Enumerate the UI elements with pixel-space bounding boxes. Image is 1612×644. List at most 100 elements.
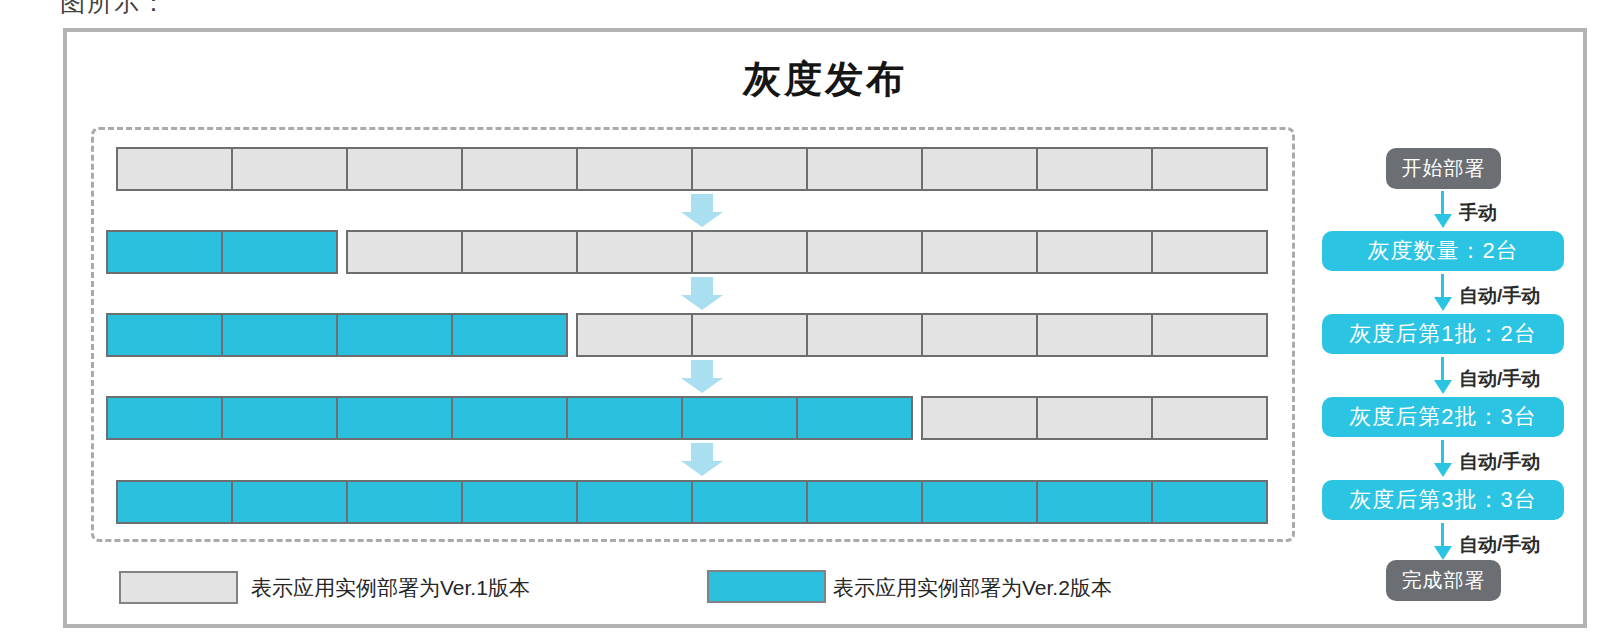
instance-box-ver1 [691,313,808,357]
instance-box-ver1 [576,313,693,357]
arrow-head [1434,463,1452,477]
instance-box-ver1 [1036,313,1153,357]
ver1-group [576,313,1268,357]
instance-box-ver1 [806,230,923,274]
instance-box-ver2 [566,396,683,440]
instance-box-ver1 [346,147,463,191]
instance-box-ver2 [106,313,223,357]
instance-box-ver2 [681,396,798,440]
arrow-stem [691,443,713,461]
ver2-group [106,230,338,274]
instance-row [106,313,1268,357]
instance-box-ver2 [451,313,568,357]
instance-box-ver2 [1036,480,1153,524]
flow-arrow-label: 自动/手动 [1459,532,1540,558]
instance-box-ver1 [1151,147,1268,191]
instance-row [106,230,1268,274]
flow-step-node: 灰度后第1批：2台 [1322,314,1564,354]
instance-box-ver1 [1036,230,1153,274]
arrow-stem [1441,357,1444,380]
instance-box-ver2 [106,230,223,274]
instance-box-ver2 [336,396,453,440]
arrow-head [1434,380,1452,394]
flow-end-node: 完成部署 [1386,560,1501,601]
instance-box-ver1 [1036,147,1153,191]
flow-arrow-icon [1432,274,1453,311]
down-arrow-icon [681,277,723,310]
flow-step-node: 灰度数量：2台 [1322,231,1564,271]
instance-box-ver2 [346,480,463,524]
instance-box-ver1 [806,313,923,357]
arrow-stem [1441,440,1444,463]
instance-box-ver1 [921,230,1038,274]
instance-box-ver2 [576,480,693,524]
flow-arrow-icon [1432,357,1453,394]
instance-box-ver1 [116,147,233,191]
instance-box-ver1 [576,230,693,274]
legend-swatch-ver1 [119,571,238,604]
ver2-group [106,313,568,357]
instance-box-ver2 [336,313,453,357]
legend-swatch-ver2 [707,570,826,603]
arrow-head [681,212,723,227]
down-arrow-icon [681,443,723,476]
instance-box-ver2 [461,480,578,524]
flow-arrow-label: 自动/手动 [1459,449,1540,475]
arrow-head [1434,297,1452,311]
instance-box-ver1 [691,230,808,274]
arrow-stem [1441,523,1444,546]
ver1-group [116,147,1268,191]
instance-box-ver1 [921,396,1038,440]
instance-box-ver1 [806,147,923,191]
instance-box-ver1 [921,147,1038,191]
flow-arrow-icon [1432,440,1453,477]
instance-box-ver2 [451,396,568,440]
arrow-stem [1441,191,1444,214]
arrow-head [1434,214,1452,228]
intro-text-fragment: 图所示： [60,0,360,15]
instance-row [116,147,1268,191]
flow-arrow-label: 自动/手动 [1459,283,1540,309]
instance-box-ver1 [1151,230,1268,274]
instance-box-ver2 [116,480,233,524]
instance-box-ver2 [796,396,913,440]
instance-row [116,480,1268,524]
arrow-stem [691,194,713,212]
diagram-panel: 灰度发布 开始部署手动灰度数量：2台自动/手动灰度后第1批：2台自动/手动灰度后… [63,28,1587,628]
flow-step-node: 灰度后第2批：3台 [1322,397,1564,437]
instance-box-ver2 [106,396,223,440]
instance-box-ver1 [1151,396,1268,440]
instance-box-ver2 [921,480,1038,524]
flow-arrow-label: 自动/手动 [1459,366,1540,392]
flow-arrow-icon [1432,191,1453,228]
legend-label-ver2: 表示应用实例部署为Ver.2版本 [833,574,1112,602]
instance-box-ver2 [221,313,338,357]
arrow-stem [691,360,713,378]
down-arrow-icon [681,194,723,227]
down-arrow-icon [681,360,723,393]
instance-box-ver1 [691,147,808,191]
instance-box-ver1 [461,147,578,191]
flow-arrow-label: 手动 [1459,200,1497,226]
instance-box-ver1 [576,147,693,191]
instance-box-ver1 [1151,313,1268,357]
arrow-stem [691,277,713,295]
instance-box-ver2 [691,480,808,524]
instance-box-ver1 [1036,396,1153,440]
ver1-group [346,230,1268,274]
arrow-head [681,295,723,310]
instance-box-ver1 [231,147,348,191]
flow-start-node: 开始部署 [1386,148,1501,189]
instance-box-ver2 [221,396,338,440]
legend-label-ver1: 表示应用实例部署为Ver.1版本 [251,574,530,602]
ver1-group [921,396,1268,440]
instance-box-ver2 [1151,480,1268,524]
arrow-head [681,378,723,393]
diagram-title: 灰度发布 [67,54,1583,105]
instance-box-ver1 [921,313,1038,357]
ver2-group [106,396,913,440]
arrow-head [1434,546,1452,560]
flow-step-node: 灰度后第3批：3台 [1322,480,1564,520]
instance-box-ver1 [461,230,578,274]
instance-box-ver2 [231,480,348,524]
